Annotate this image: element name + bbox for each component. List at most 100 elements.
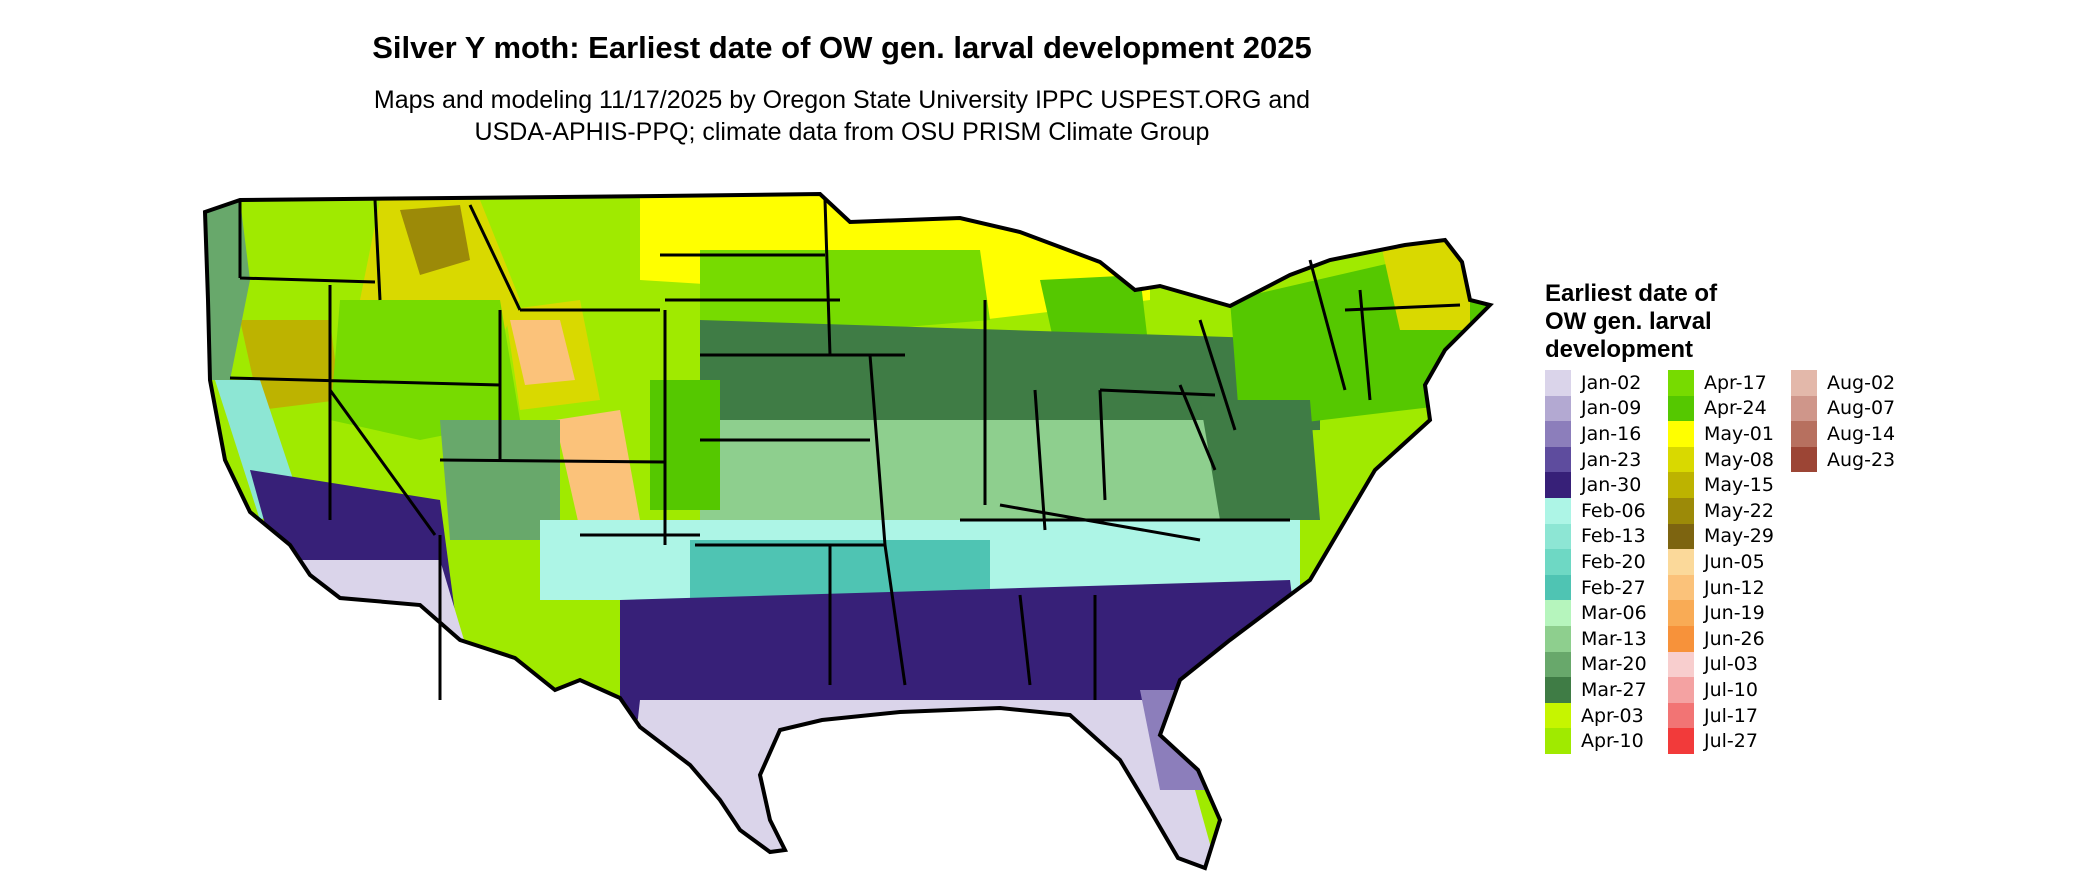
legend-label: Jul-03 xyxy=(1704,653,1758,676)
legend-item: May-01 xyxy=(1668,421,1781,447)
legend-item: May-15 xyxy=(1668,472,1781,498)
development-date-fill xyxy=(205,194,1490,868)
legend-item: Jul-03 xyxy=(1668,651,1781,678)
legend-item: Aug-07 xyxy=(1791,395,1904,422)
legend-label: May-08 xyxy=(1704,448,1774,471)
legend-item: Feb-06 xyxy=(1545,497,1658,524)
legend-swatch xyxy=(1668,677,1694,703)
legend-swatch xyxy=(1668,549,1694,575)
legend-label: May-01 xyxy=(1704,422,1774,445)
legend-label: Jan-23 xyxy=(1581,448,1642,471)
legend-item: Jun-12 xyxy=(1668,574,1781,601)
legend-swatch xyxy=(1668,600,1694,626)
legend-swatch xyxy=(1545,677,1571,703)
legend-swatch xyxy=(1791,446,1817,473)
legend-label: Apr-03 xyxy=(1581,704,1644,727)
legend-swatch xyxy=(1545,523,1571,550)
legend-item: Apr-03 xyxy=(1545,702,1658,729)
legend-label: Mar-20 xyxy=(1581,653,1647,676)
legend-item: Apr-24 xyxy=(1668,395,1781,422)
legend-label: Mar-13 xyxy=(1581,627,1647,650)
legend-label: Jan-02 xyxy=(1581,371,1642,394)
legend-label: Apr-10 xyxy=(1581,730,1644,753)
legend-item: Jul-17 xyxy=(1668,702,1781,729)
legend-item: Feb-27 xyxy=(1545,574,1658,601)
subtitle-line-2: USDA-APHIS-PPQ; climate data from OSU PR… xyxy=(474,118,1210,146)
legend-swatch xyxy=(1545,728,1571,754)
legend-swatch xyxy=(1545,549,1571,575)
legend-swatch xyxy=(1668,421,1694,447)
legend-item: Aug-02 xyxy=(1791,370,1904,396)
legend-item: Apr-10 xyxy=(1545,728,1658,754)
legend-item: Jun-26 xyxy=(1668,625,1781,652)
legend-label: Aug-14 xyxy=(1827,422,1896,445)
legend-item: Jun-19 xyxy=(1668,600,1781,626)
legend-item: Feb-13 xyxy=(1545,523,1658,550)
legend-swatch xyxy=(1545,370,1571,396)
legend-item: Apr-17 xyxy=(1668,370,1781,396)
legend-swatch xyxy=(1545,600,1571,626)
legend-title: Earliest date of OW gen. larval developm… xyxy=(1545,280,1718,363)
legend-item: Mar-06 xyxy=(1545,600,1658,626)
legend-column: Jan-02 Jan-09 Jan-16 Jan-23 Jan-30 Feb-06 Feb-… xyxy=(1545,370,1658,754)
legend-swatch xyxy=(1791,370,1817,396)
legend-item: Jan-30 xyxy=(1545,472,1658,498)
legend-label: Jan-09 xyxy=(1581,397,1642,420)
map-subtitle: Maps and modeling 11/17/2025 by Oregon S… xyxy=(200,84,1484,148)
legend-swatch xyxy=(1668,370,1694,396)
legend-label: Jul-17 xyxy=(1704,704,1758,727)
legend-swatch xyxy=(1791,395,1817,422)
legend-item: May-29 xyxy=(1668,523,1781,550)
legend-label: Jan-30 xyxy=(1581,474,1642,497)
legend-column: Aug-02 Aug-07 Aug-14 Aug-23 xyxy=(1791,370,1904,754)
legend-swatch xyxy=(1545,625,1571,652)
legend-item: Jun-05 xyxy=(1668,549,1781,575)
legend-item: Aug-14 xyxy=(1791,421,1904,447)
legend-label: Jun-12 xyxy=(1704,576,1765,599)
legend-swatch xyxy=(1668,574,1694,601)
legend-swatch xyxy=(1545,702,1571,729)
legend-label: Mar-27 xyxy=(1581,678,1647,701)
legend-item: Jan-23 xyxy=(1545,446,1658,473)
subtitle-line-1: Maps and modeling 11/17/2025 by Oregon S… xyxy=(373,86,1311,114)
legend-swatch xyxy=(1668,446,1694,473)
legend-label: Aug-07 xyxy=(1827,397,1896,420)
legend-item: May-08 xyxy=(1668,446,1781,473)
legend-item: Jan-09 xyxy=(1545,395,1658,422)
legend-label: Feb-27 xyxy=(1581,576,1646,599)
legend-label: Apr-17 xyxy=(1704,371,1767,394)
legend: Earliest date of OW gen. larval developm… xyxy=(1545,280,1904,754)
legend-swatch xyxy=(1545,497,1571,524)
legend-label: Apr-24 xyxy=(1704,397,1767,420)
legend-swatch xyxy=(1668,728,1694,754)
legend-swatch xyxy=(1668,395,1694,422)
legend-swatch xyxy=(1668,625,1694,652)
legend-column: Apr-17 Apr-24 May-01 May-08 May-15 May-22 May-… xyxy=(1668,370,1781,754)
legend-item: Jul-10 xyxy=(1668,677,1781,703)
legend-swatch xyxy=(1545,395,1571,422)
legend-swatch xyxy=(1668,523,1694,550)
legend-label: Jan-16 xyxy=(1581,422,1642,445)
legend-label: Mar-06 xyxy=(1581,602,1647,625)
legend-label: Feb-06 xyxy=(1581,499,1646,522)
legend-label: Feb-20 xyxy=(1581,550,1646,573)
legend-label: May-15 xyxy=(1704,474,1774,497)
legend-label: Aug-23 xyxy=(1827,448,1896,471)
legend-label: Feb-13 xyxy=(1581,525,1646,548)
legend-swatch xyxy=(1545,574,1571,601)
legend-item: Feb-20 xyxy=(1545,549,1658,575)
map-title: Silver Y moth: Earliest date of OW gen. … xyxy=(372,30,1312,65)
legend-item: Jul-27 xyxy=(1668,728,1781,754)
legend-label: Jul-10 xyxy=(1704,678,1758,701)
legend-label: Aug-02 xyxy=(1827,371,1896,394)
us-map xyxy=(203,192,1492,870)
legend-swatch xyxy=(1545,421,1571,447)
legend-item: Aug-23 xyxy=(1791,446,1904,473)
legend-item: Mar-27 xyxy=(1545,677,1658,703)
state-boundaries xyxy=(229,199,1461,700)
legend-swatch xyxy=(1545,446,1571,473)
legend-item: May-22 xyxy=(1668,497,1781,524)
legend-item: Mar-13 xyxy=(1545,625,1658,652)
legend-swatch xyxy=(1668,651,1694,678)
legend-swatch xyxy=(1668,497,1694,524)
